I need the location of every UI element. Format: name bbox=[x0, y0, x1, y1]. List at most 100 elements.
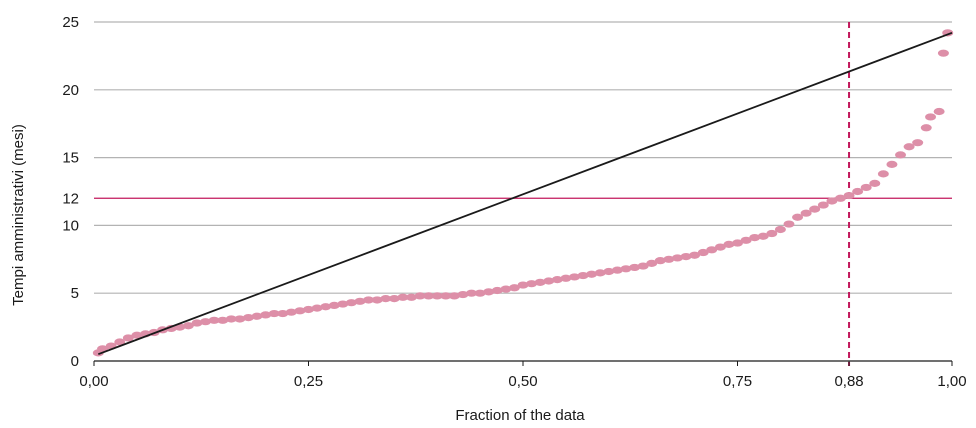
y-tick-label: 12 bbox=[62, 190, 79, 207]
axes bbox=[93, 360, 953, 366]
data-point bbox=[328, 301, 340, 310]
data-point bbox=[363, 296, 375, 304]
series-layer bbox=[92, 29, 954, 357]
data-point bbox=[457, 290, 469, 299]
data-point bbox=[405, 293, 417, 301]
data-point bbox=[320, 303, 332, 311]
data-point bbox=[517, 281, 529, 289]
data-point bbox=[706, 246, 718, 254]
y-tick-label: 20 bbox=[62, 82, 79, 99]
data-point bbox=[783, 220, 795, 228]
data-point bbox=[697, 248, 709, 257]
data-point bbox=[303, 305, 314, 314]
data-point bbox=[886, 160, 898, 168]
data-point bbox=[903, 143, 915, 151]
data-point bbox=[311, 304, 323, 312]
data-point bbox=[508, 284, 520, 292]
x-tick-label: 0,75 bbox=[723, 373, 752, 390]
y-tick-label: 10 bbox=[62, 217, 79, 234]
data-point bbox=[208, 316, 220, 324]
data-point bbox=[354, 297, 366, 305]
data-point bbox=[543, 277, 555, 285]
data-point bbox=[843, 191, 855, 200]
data-point bbox=[388, 295, 400, 303]
data-point bbox=[654, 257, 666, 265]
data-point bbox=[749, 234, 761, 242]
data-point bbox=[466, 289, 478, 297]
data-point bbox=[526, 280, 538, 288]
data-point bbox=[671, 254, 683, 262]
data-point bbox=[268, 309, 280, 318]
data-point bbox=[217, 316, 229, 324]
data-point bbox=[925, 113, 937, 121]
data-point bbox=[568, 273, 580, 281]
data-point bbox=[560, 274, 572, 282]
data-point bbox=[285, 308, 297, 316]
data-point bbox=[414, 292, 426, 300]
data-point bbox=[534, 278, 546, 286]
data-point bbox=[774, 225, 786, 234]
x-tick-label: 0,00 bbox=[79, 373, 108, 390]
data-point bbox=[337, 300, 349, 308]
data-point bbox=[766, 229, 778, 238]
data-point bbox=[620, 265, 632, 273]
data-point bbox=[251, 312, 263, 320]
data-point bbox=[200, 318, 212, 326]
x-tick-label: 0,50 bbox=[508, 373, 537, 390]
data-point bbox=[912, 139, 924, 147]
data-point bbox=[423, 292, 435, 300]
data-point bbox=[397, 293, 409, 301]
data-point bbox=[182, 322, 194, 330]
data-point bbox=[740, 236, 752, 244]
data-point bbox=[551, 276, 563, 284]
data-point bbox=[852, 187, 864, 196]
y-tick-label: 5 bbox=[71, 285, 79, 302]
data-point bbox=[483, 288, 495, 296]
data-point bbox=[860, 183, 872, 192]
data-point bbox=[277, 309, 289, 318]
data-point bbox=[260, 311, 272, 319]
data-point bbox=[474, 289, 486, 297]
data-point bbox=[491, 286, 503, 295]
data-point bbox=[937, 49, 949, 57]
data-point bbox=[792, 213, 804, 221]
data-point bbox=[225, 315, 237, 323]
x-tick-label: 0,88 bbox=[834, 373, 863, 390]
data-point bbox=[817, 201, 829, 209]
grid-layer bbox=[94, 21, 952, 294]
data-point bbox=[131, 331, 143, 339]
y-tick-label: 15 bbox=[62, 150, 79, 167]
data-point bbox=[933, 107, 945, 116]
data-point bbox=[380, 295, 392, 303]
data-point bbox=[714, 243, 726, 251]
y-tick-label: 0 bbox=[71, 353, 79, 370]
tick-labels: 0,00 0,25 0,50 0,75 0,88 1,00 0 5 10 12 15 20 25 bbox=[62, 14, 966, 390]
y-tick-label: 25 bbox=[62, 14, 79, 31]
data-point bbox=[920, 124, 932, 132]
data-point bbox=[637, 262, 649, 270]
data-point bbox=[371, 296, 383, 304]
data-point bbox=[440, 292, 452, 300]
data-point bbox=[242, 314, 254, 322]
data-point bbox=[586, 270, 598, 278]
data-point bbox=[723, 240, 735, 248]
data-point bbox=[500, 285, 512, 293]
data-point bbox=[594, 269, 606, 277]
data-point bbox=[800, 209, 812, 217]
data-point bbox=[895, 151, 907, 159]
diagonal-line bbox=[97, 31, 953, 356]
data-point bbox=[869, 179, 881, 187]
data-point bbox=[114, 338, 126, 346]
data-point bbox=[448, 292, 460, 300]
data-point bbox=[234, 315, 246, 323]
data-point bbox=[680, 252, 692, 261]
data-point bbox=[809, 205, 821, 213]
data-point bbox=[689, 251, 701, 259]
x-tick-label: 1,00 bbox=[937, 373, 966, 390]
data-point bbox=[757, 232, 769, 240]
data-point bbox=[646, 259, 658, 267]
data-point bbox=[826, 197, 838, 205]
data-point bbox=[603, 267, 615, 276]
data-point bbox=[294, 307, 306, 315]
